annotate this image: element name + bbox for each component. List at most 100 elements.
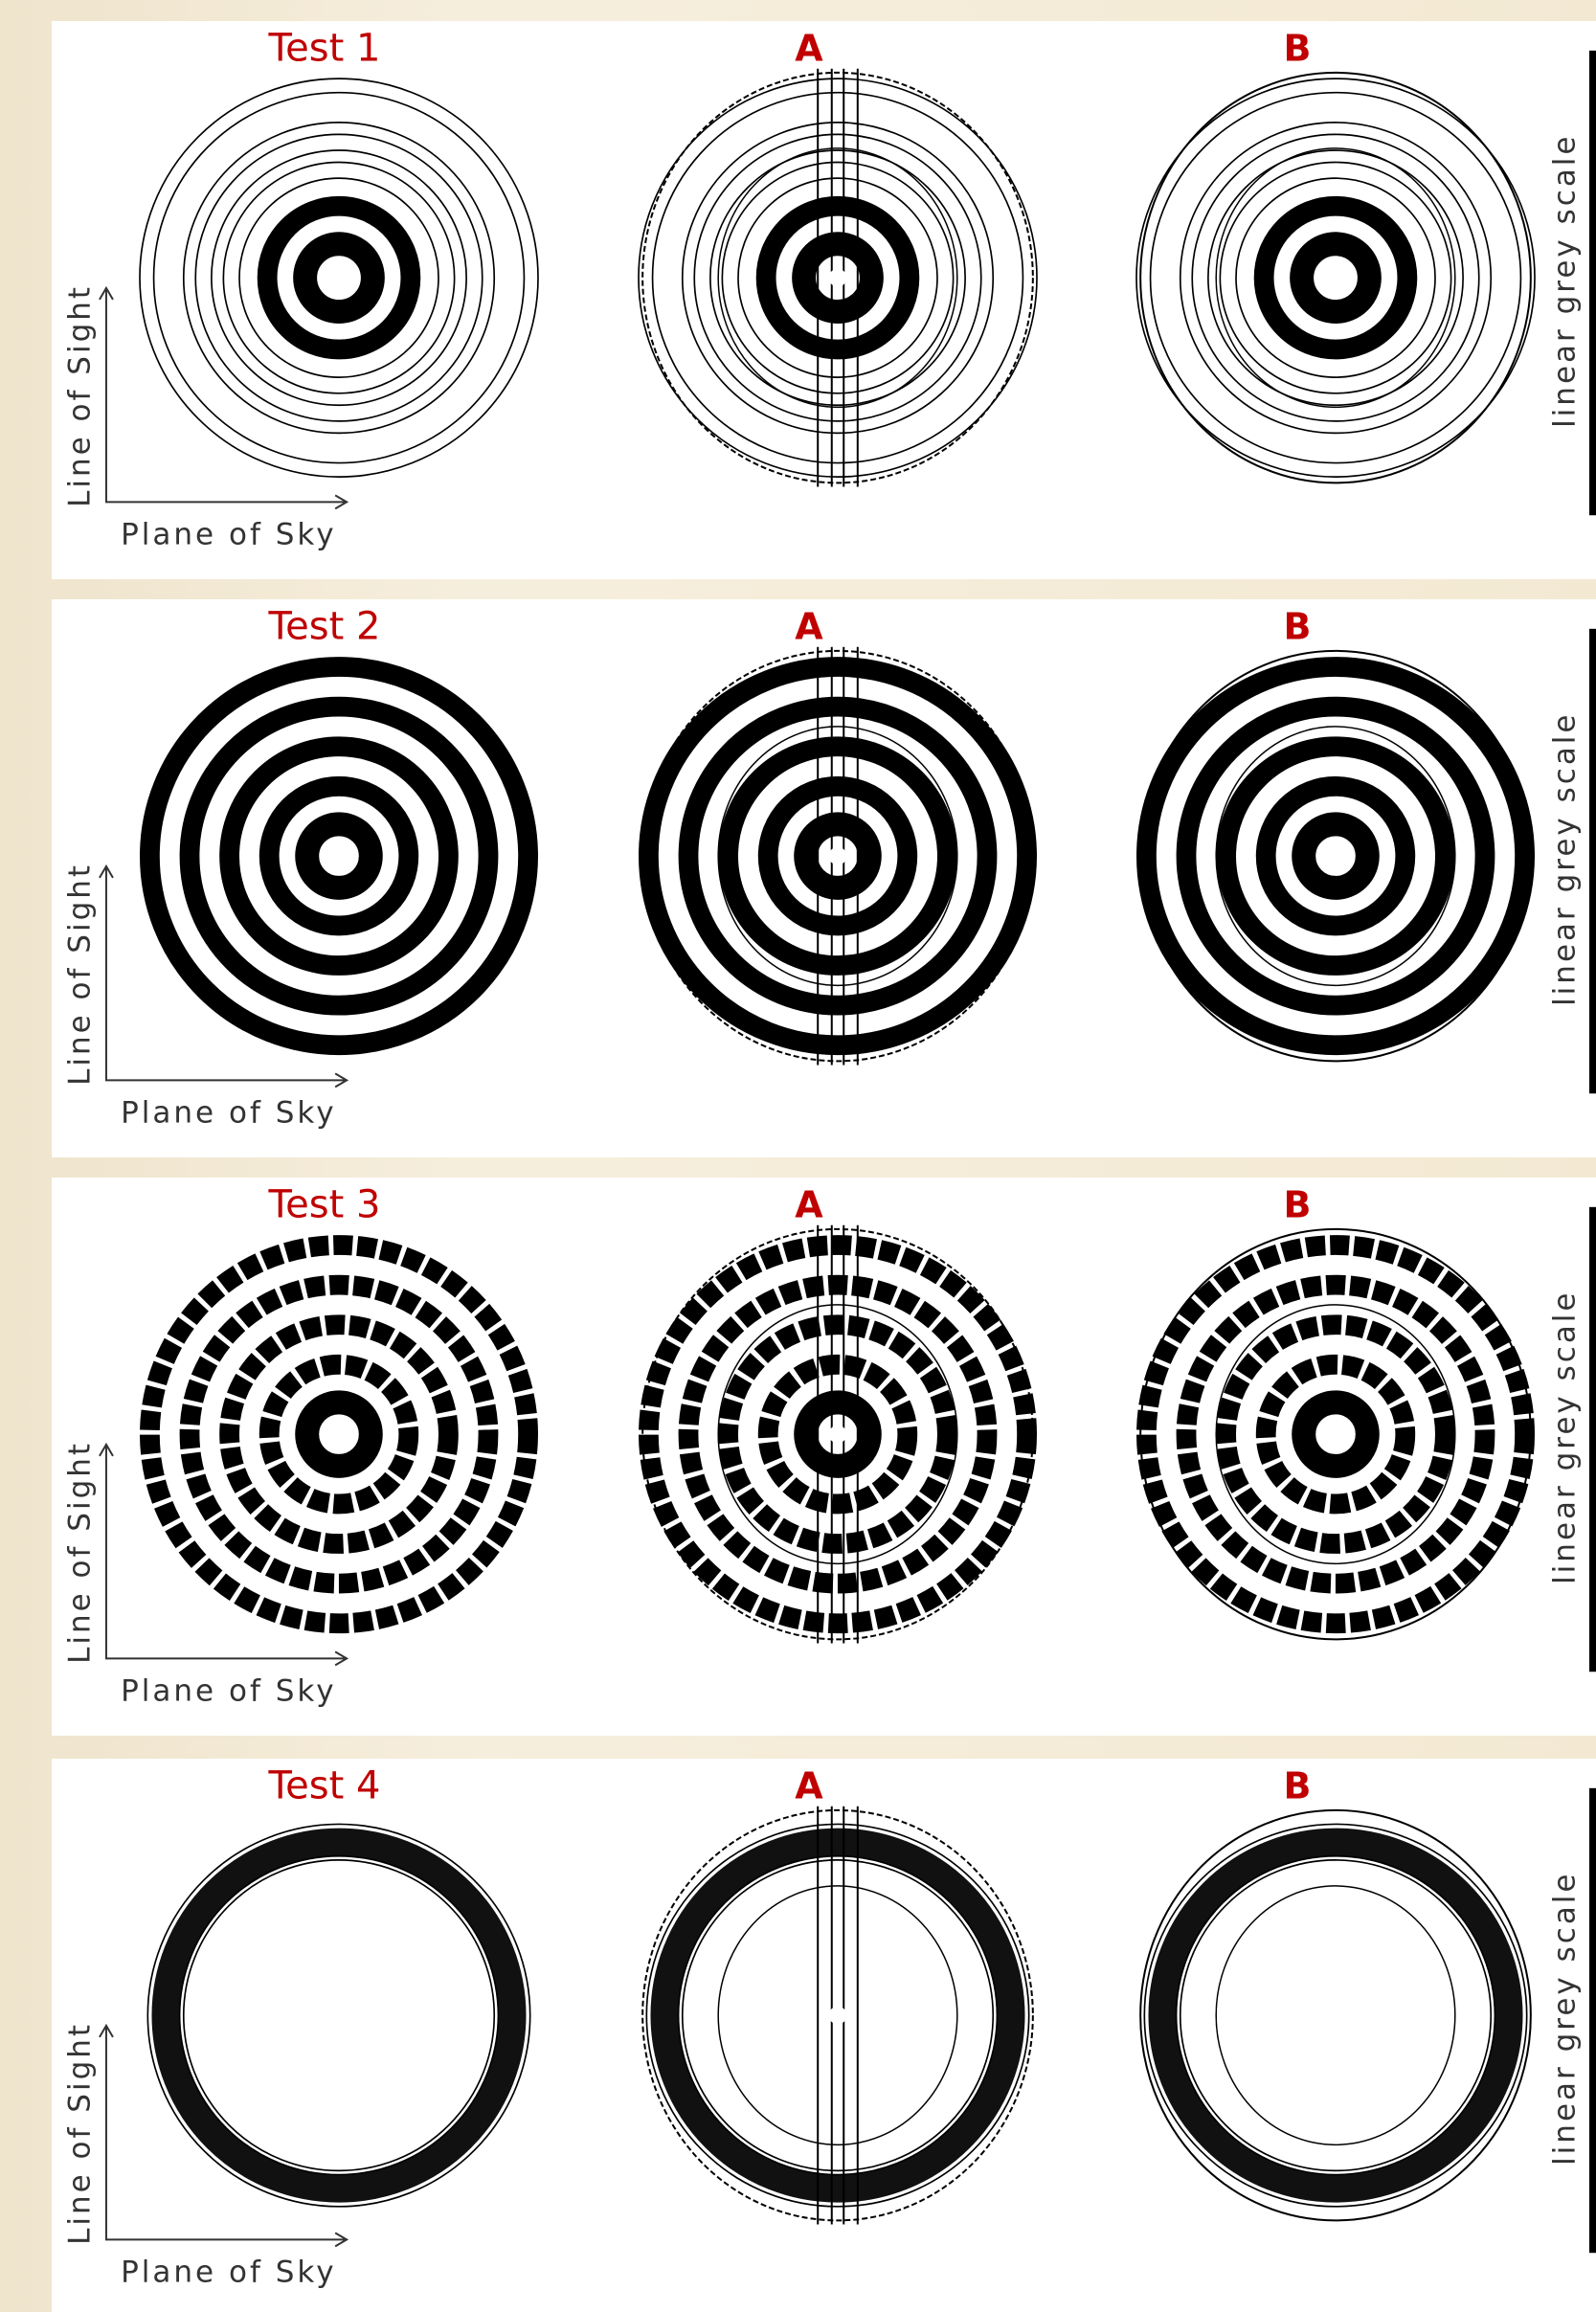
- ring: [1149, 91, 1522, 464]
- contour: [1139, 649, 1532, 1063]
- contour: [1139, 1808, 1532, 2222]
- ring: [721, 161, 955, 394]
- ring: [1175, 1854, 1496, 2176]
- ring: [182, 122, 496, 435]
- ring: [219, 1314, 459, 1554]
- ring: [638, 78, 1038, 478]
- axis-arrows: [99, 864, 349, 1089]
- ring: [219, 736, 459, 976]
- ring: [794, 812, 882, 900]
- y-axis-label: Line of Sight: [62, 284, 97, 507]
- ring: [1179, 122, 1493, 435]
- ring: [639, 1235, 1038, 1634]
- ring: [651, 91, 1024, 464]
- colorbar-label: linear grey scale: [1548, 1871, 1583, 2165]
- ring: [151, 1828, 527, 2203]
- y-axis-label: Line of Sight: [62, 2022, 97, 2245]
- center-dot: [329, 1425, 348, 1444]
- center-dot: [329, 2006, 348, 2025]
- ring: [1191, 133, 1480, 422]
- axis-arrows: [99, 1442, 349, 1667]
- column-label-a: A: [795, 1765, 823, 1807]
- ring: [1176, 696, 1495, 1016]
- ring: [1179, 1859, 1493, 2172]
- column-label-a: A: [795, 1184, 823, 1226]
- contour: [717, 147, 958, 409]
- ring: [1136, 1235, 1536, 1634]
- ring: [639, 657, 1038, 1056]
- ring: [757, 1354, 918, 1515]
- ring: [1143, 1823, 1528, 2208]
- ring: [1135, 78, 1536, 478]
- contour: [641, 71, 1034, 484]
- ring: [238, 177, 439, 378]
- column-label-a: A: [795, 28, 823, 70]
- ring: [179, 696, 499, 1016]
- ring: [194, 133, 483, 422]
- ring: [293, 232, 385, 324]
- ring: [139, 1235, 539, 1634]
- ring: [737, 177, 938, 378]
- contour: [717, 726, 958, 987]
- center-dot: [828, 846, 847, 865]
- axis-arrows: [99, 285, 349, 510]
- ring: [211, 149, 467, 407]
- contour: [1215, 147, 1456, 409]
- ring: [792, 232, 884, 324]
- colorbar-label: linear grey scale: [1548, 1290, 1583, 1583]
- ring: [1148, 1828, 1523, 2203]
- center-dot: [1326, 846, 1345, 865]
- ring: [678, 696, 998, 1016]
- ring: [681, 122, 995, 435]
- ring: [1219, 161, 1452, 394]
- center-dot: [828, 2006, 847, 2025]
- axis-arrows: [99, 2023, 349, 2248]
- panel-title: Test 4: [268, 1764, 381, 1808]
- contour: [641, 1227, 1034, 1641]
- contour: [717, 1304, 958, 1565]
- ring: [678, 1274, 998, 1594]
- ring: [152, 91, 526, 464]
- ring: [182, 1859, 496, 2172]
- contour: [717, 1885, 958, 2146]
- ring: [222, 161, 456, 394]
- panel-title: Test 2: [268, 605, 381, 649]
- panel: Test 1 A B Line of Sight Plane of Sky linear …: [52, 21, 1596, 579]
- column-label-a: A: [795, 606, 823, 648]
- colorbar: [1589, 1787, 1596, 2254]
- colorbar: [1589, 628, 1596, 1094]
- column-label-b: B: [1284, 1184, 1312, 1226]
- ring: [677, 1854, 999, 2176]
- center-dot: [828, 1425, 847, 1444]
- ring: [139, 657, 539, 1056]
- colorbar: [1589, 50, 1596, 516]
- ring: [1253, 195, 1418, 360]
- x-axis-label: Plane of Sky: [121, 1095, 336, 1130]
- ring: [295, 1390, 383, 1478]
- column-label-b: B: [1284, 1765, 1312, 1807]
- ring: [1136, 657, 1536, 1056]
- center-dot: [1326, 268, 1345, 287]
- ring: [1216, 1314, 1455, 1554]
- ring: [259, 775, 419, 936]
- colorbar-label: linear grey scale: [1548, 711, 1583, 1005]
- contour: [641, 1808, 1034, 2222]
- ring: [1292, 1390, 1380, 1478]
- center-dot: [1326, 2006, 1345, 2025]
- panel-title: Test 3: [268, 1183, 381, 1227]
- ring: [1255, 775, 1416, 936]
- contour: [1215, 1304, 1456, 1565]
- ring: [146, 1823, 531, 2208]
- ring: [259, 1354, 419, 1515]
- colorbar: [1589, 1206, 1596, 1672]
- ring: [257, 195, 421, 360]
- ring: [1207, 149, 1464, 407]
- contour: [1215, 726, 1456, 987]
- ring: [794, 1390, 882, 1478]
- ring: [718, 736, 957, 976]
- ring: [709, 149, 966, 407]
- contour: [1139, 1227, 1532, 1641]
- ring: [139, 78, 539, 478]
- contour: [641, 649, 1034, 1063]
